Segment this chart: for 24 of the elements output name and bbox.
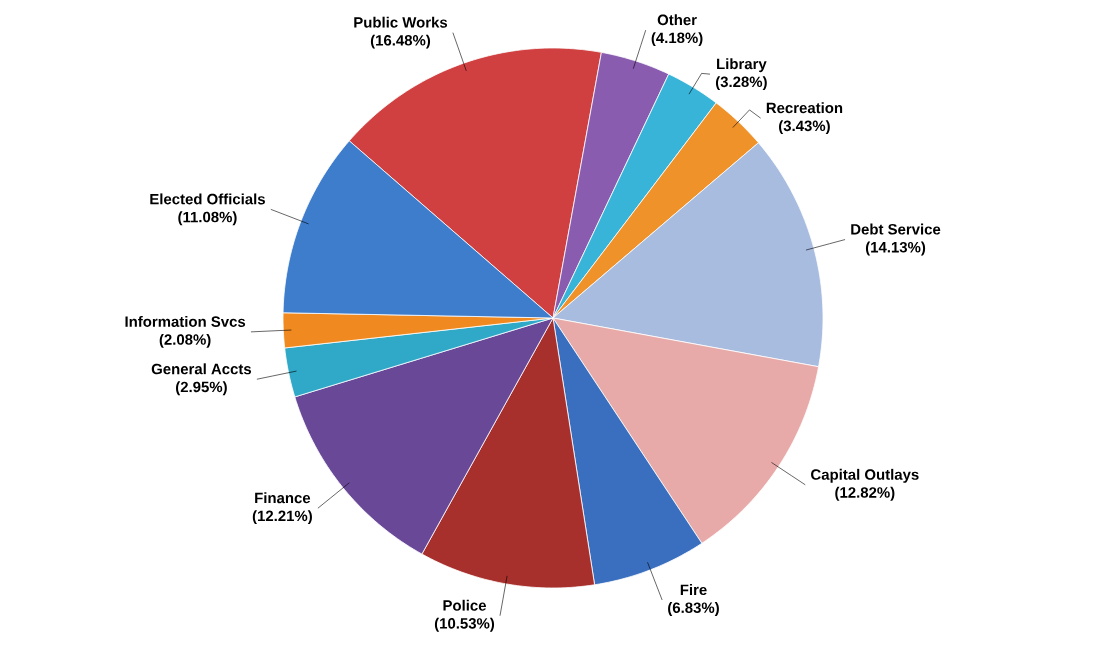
slice-label: Other xyxy=(657,14,697,26)
data-label: (2.95%) xyxy=(176,381,227,396)
data-label: (3.28%) xyxy=(715,76,767,91)
slice-label: Debt Service xyxy=(851,223,941,235)
data-label: (10.53%) xyxy=(434,617,495,632)
data-label: (16.48%) xyxy=(370,34,431,49)
slice-label: Elected Officials xyxy=(150,193,265,205)
slice-label: General Accts xyxy=(151,363,252,375)
data-label: (3.43%) xyxy=(779,120,830,135)
slice-label: Fire xyxy=(680,584,707,596)
slice-label: Capital Outlays xyxy=(811,468,919,483)
slice-label: Public Works xyxy=(354,16,448,28)
data-label: (14.13%) xyxy=(865,241,926,256)
data-label: (11.08%) xyxy=(178,211,237,226)
slice-label: Library xyxy=(717,58,767,73)
slice-label: Finance xyxy=(255,492,311,504)
data-label: (2.08%) xyxy=(159,333,211,348)
slice-label: Police xyxy=(443,599,486,611)
slice-label: Information Svcs xyxy=(125,315,246,327)
data-label: (6.83%) xyxy=(668,602,719,616)
data-label: (12.82%) xyxy=(835,486,895,501)
data-label: (4.18%) xyxy=(651,32,703,47)
slice-label: Recreation xyxy=(766,102,843,114)
data-label: (12.21%) xyxy=(252,510,312,525)
